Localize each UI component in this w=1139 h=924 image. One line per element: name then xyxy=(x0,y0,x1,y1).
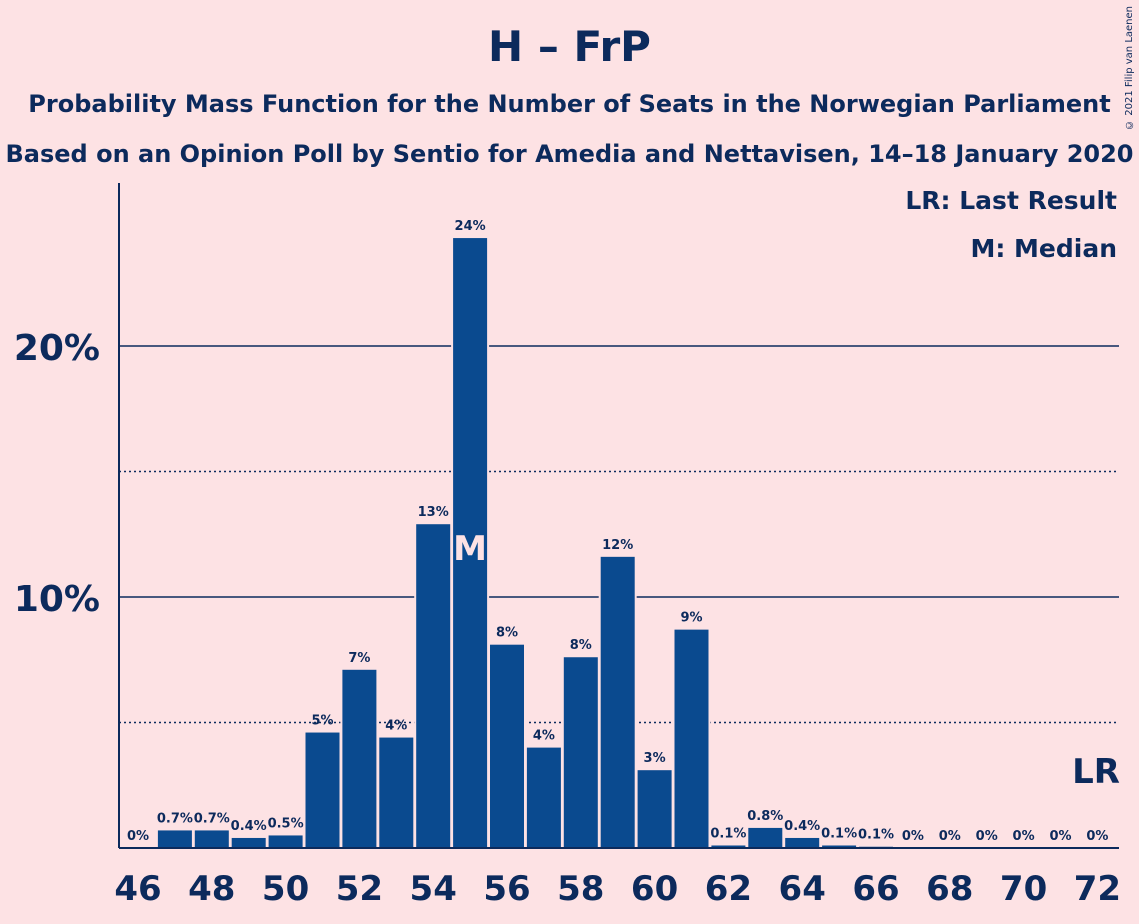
bar-seat-51 xyxy=(305,732,340,848)
bar-seat-64 xyxy=(785,837,820,848)
bar-seat-50 xyxy=(268,835,303,848)
bar-value-label: 0.4% xyxy=(231,819,267,834)
bar-value-label: 7% xyxy=(348,651,370,666)
bar-seat-54 xyxy=(416,524,451,848)
bar-seat-57 xyxy=(526,747,561,848)
legend-median: M: Median xyxy=(970,234,1117,263)
bar-seat-62 xyxy=(711,845,746,848)
bar-seat-61 xyxy=(674,629,709,848)
bar-value-label: 0.1% xyxy=(858,828,894,843)
x-tick-label: 56 xyxy=(483,869,530,909)
bar-value-label: 12% xyxy=(602,538,633,553)
bar-seat-60 xyxy=(637,770,672,848)
x-tick-label: 60 xyxy=(631,869,678,909)
bar-value-label: 0.4% xyxy=(784,819,820,834)
bar-value-label: 5% xyxy=(311,714,333,729)
x-tick-label: 68 xyxy=(926,869,973,909)
bar-value-label: 8% xyxy=(570,638,592,653)
chart-subtitle-2: Based on an Opinion Poll by Sentio for A… xyxy=(5,140,1134,168)
bar-value-label: 4% xyxy=(385,719,407,734)
x-tick-label: 58 xyxy=(557,869,604,909)
bar-value-label: 0.8% xyxy=(747,809,783,824)
bar-seat-52 xyxy=(342,669,377,848)
x-tick-label: 48 xyxy=(188,869,235,909)
x-tick-label: 50 xyxy=(262,869,309,909)
bar-value-label: 0.1% xyxy=(821,826,857,841)
y-tick-label: 20% xyxy=(14,328,100,369)
bar-seat-56 xyxy=(490,644,524,848)
x-tick-label: 64 xyxy=(779,869,826,909)
bar-value-label: 3% xyxy=(644,751,666,766)
chart-title: H – FrP xyxy=(488,22,651,71)
bar-seat-59 xyxy=(600,556,635,848)
bar-value-label: 0% xyxy=(1086,829,1108,844)
x-tick-label: 62 xyxy=(705,869,752,909)
bar-value-label: 0% xyxy=(127,829,149,844)
bar-value-label: 8% xyxy=(496,626,518,641)
x-tick-label: 46 xyxy=(114,869,161,909)
x-tick-label: 52 xyxy=(336,869,383,909)
bar-value-label: 0% xyxy=(1013,829,1035,844)
bar-value-label: 0% xyxy=(902,829,924,844)
x-tick-label: 66 xyxy=(852,869,899,909)
bar-seat-65 xyxy=(822,845,857,848)
bar-value-label: 4% xyxy=(533,729,555,744)
x-tick-label: 54 xyxy=(410,869,457,909)
y-tick-label: 10% xyxy=(14,579,100,620)
bar-seat-49 xyxy=(231,837,266,848)
chart-subtitle-1: Probability Mass Function for the Number… xyxy=(28,90,1111,118)
bar-value-label: 0.1% xyxy=(710,826,746,841)
bar-seat-55 xyxy=(453,238,488,848)
bar-value-label: 13% xyxy=(418,505,449,520)
bar-halo xyxy=(857,844,895,848)
x-tick-label: 72 xyxy=(1074,869,1121,909)
bar-value-label: 0.7% xyxy=(157,811,193,826)
bar-value-label: 24% xyxy=(455,219,486,234)
bar-seat-63 xyxy=(748,827,783,848)
bar-seat-53 xyxy=(379,737,414,848)
bar-value-label: 0% xyxy=(1049,829,1071,844)
bar-seat-48 xyxy=(194,830,229,848)
last-result-marker: LR xyxy=(1072,752,1120,792)
bar-value-label: 0% xyxy=(976,829,998,844)
bar-value-label: 0.5% xyxy=(268,816,304,831)
bar-value-label: 0.7% xyxy=(194,811,230,826)
bar-value-label: 0% xyxy=(939,829,961,844)
bar-seat-47 xyxy=(157,830,192,848)
bar-value-label: 9% xyxy=(680,611,702,626)
legend-last-result: LR: Last Result xyxy=(905,186,1117,215)
median-marker: M xyxy=(453,529,487,569)
x-tick-label: 70 xyxy=(1000,869,1047,909)
bar-seat-58 xyxy=(563,657,598,848)
